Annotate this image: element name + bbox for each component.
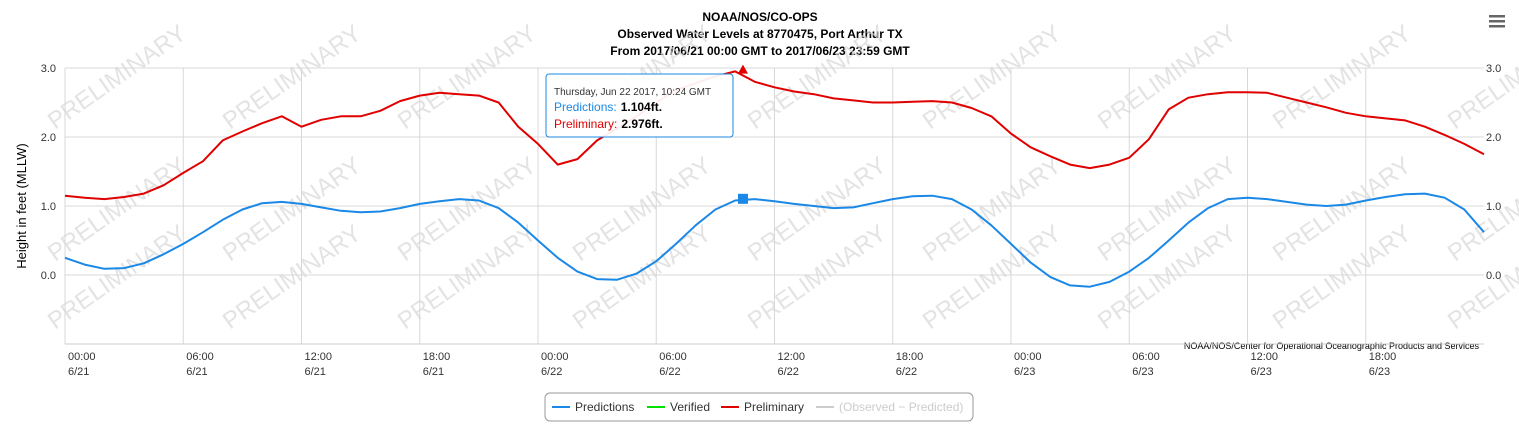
legend: Predictions Verified Preliminary (Observed … — [544, 392, 974, 422]
y-tick-label: 0.0 — [41, 270, 56, 282]
tooltip-item-name: Preliminary: — [554, 117, 617, 131]
x-tick-label: 00:00 — [68, 351, 96, 363]
hover-marker — [737, 193, 748, 204]
tooltip: Thursday, Jun 22 2017, 10:24 GMT Predicti… — [545, 73, 734, 138]
watermark: PRELIMINARY — [1443, 20, 1519, 135]
legend-label[interactable]: Preliminary — [744, 400, 804, 414]
tooltip-item: Preliminary: 2.976ft. — [554, 117, 663, 131]
x-tick-date: 6/22 — [896, 366, 917, 378]
menu-bar[interactable] — [1489, 15, 1505, 18]
x-tick-date: 6/23 — [1014, 366, 1035, 378]
series-line — [64, 70, 1485, 201]
y-tick-label: 1.0 — [41, 201, 56, 213]
tooltip-title: Thursday, Jun 22 2017, 10:24 GMT — [554, 87, 711, 98]
legend-label[interactable]: (Observed − Predicted) — [839, 400, 963, 414]
watermark: PRELIMINARY — [218, 20, 366, 135]
series-line — [64, 192, 1485, 288]
y-tick-label: 3.0 — [41, 63, 56, 75]
y-tick-label: 2.0 — [41, 132, 56, 144]
x-tick-date: 6/22 — [659, 366, 680, 378]
watermarks: PRELIMINARY PRELIMINARY PRELIMINARY PRELIMI… — [43, 20, 1519, 335]
x-tick-label: 06:00 — [1132, 351, 1160, 363]
x-tick-label: 12:00 — [778, 351, 806, 363]
x-tick-label: 06:00 — [186, 351, 214, 363]
watermark: PRELIMINARY — [1268, 20, 1416, 135]
watermark: PRELIMINARY — [393, 20, 541, 135]
tooltip-item: Predictions: 1.104ft. — [554, 100, 662, 114]
y-axis-title: Height in feet (MLLW) — [14, 143, 29, 268]
legend-box — [544, 392, 974, 422]
watermark: PRELIMINARY — [1443, 152, 1519, 267]
legend-label[interactable]: Predictions — [575, 400, 634, 414]
x-tick-date: 6/21 — [305, 366, 326, 378]
x-tick-date: 6/21 — [423, 366, 444, 378]
x-tick-date: 6/23 — [1132, 366, 1153, 378]
x-tick-date: 6/21 — [186, 366, 207, 378]
x-tick-label: 00:00 — [541, 351, 569, 363]
x-tick-label: 06:00 — [659, 351, 687, 363]
tooltip-item-value: 1.104ft. — [621, 100, 662, 114]
tooltip-item-name: Predictions: — [554, 100, 617, 114]
y-tick-label-right: 1.0 — [1486, 201, 1501, 213]
x-tick-date: 6/22 — [541, 366, 562, 378]
credit: NOAA/NOS/Center for Operational Oceanogr… — [1184, 341, 1480, 351]
hover-marker — [737, 64, 748, 74]
y-tick-label-right: 3.0 — [1486, 63, 1501, 75]
chart-title: Observed Water Levels at 8770475, Port A… — [617, 27, 902, 41]
x-tick-date: 6/21 — [68, 366, 89, 378]
menu-icon[interactable] — [1489, 15, 1505, 28]
menu-bar[interactable] — [1489, 25, 1505, 28]
y-tick-label-right: 2.0 — [1486, 132, 1501, 144]
x-tick-label: 12:00 — [1251, 351, 1279, 363]
tooltip-box — [545, 73, 734, 138]
legend-label[interactable]: Verified — [670, 400, 710, 414]
x-tick-date: 6/23 — [1251, 366, 1272, 378]
x-tick-date: 6/22 — [778, 366, 799, 378]
x-tick-date: 6/23 — [1369, 366, 1390, 378]
watermark: PRELIMINARY — [1093, 20, 1241, 135]
x-tick-label: 12:00 — [305, 351, 333, 363]
tooltip-item-value: 2.976ft. — [621, 117, 662, 131]
x-tick-label: 18:00 — [1369, 351, 1397, 363]
chart-title: From 2017/06/21 00:00 GMT to 2017/06/23 … — [610, 44, 910, 58]
x-tick-label: 18:00 — [896, 351, 924, 363]
chart-title: NOAA/NOS/CO-OPS — [702, 10, 817, 24]
x-tick-label: 00:00 — [1014, 351, 1042, 363]
y-tick-label-right: 0.0 — [1486, 270, 1501, 282]
x-tick-label: 18:00 — [423, 351, 451, 363]
menu-bar[interactable] — [1489, 20, 1505, 23]
